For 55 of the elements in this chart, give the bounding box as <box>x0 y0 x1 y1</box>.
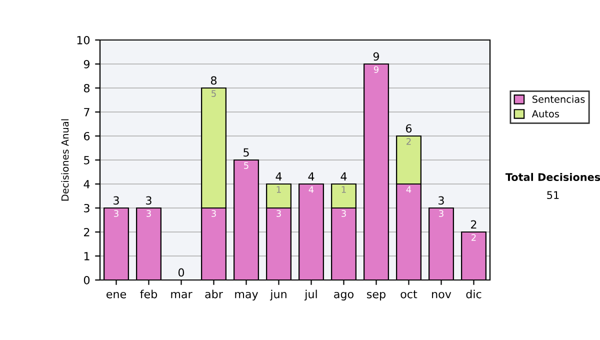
y-tick-label: 5 <box>84 156 90 164</box>
y-tick-label: 6 <box>84 132 90 140</box>
x-tick-label: oct <box>400 290 418 298</box>
data-label: 4 <box>308 186 314 193</box>
y-tick-label: 7 <box>84 108 90 116</box>
x-tick-label: sep <box>367 292 386 300</box>
x-tick-label: may <box>235 292 258 300</box>
data-label: 3 <box>439 210 444 217</box>
y-tick-label: 2 <box>84 228 90 236</box>
total-label: 6 <box>406 124 412 133</box>
x-tick-label: jun <box>270 290 286 300</box>
data-label: 1 <box>342 186 346 193</box>
data-label: 2 <box>472 234 476 241</box>
total-label: 8 <box>210 76 217 85</box>
x-tick-label: abr <box>205 290 223 298</box>
x-tick-label: dic <box>466 290 482 298</box>
y-tick-label: 8 <box>84 84 90 92</box>
y-tick-label: 3 <box>84 204 90 212</box>
total-label: 4 <box>308 172 314 180</box>
data-label: 1 <box>276 186 281 193</box>
y-tick-label: 1 <box>84 252 90 260</box>
y-tick-label: 0 <box>84 276 90 284</box>
text: Total Decisiones <box>505 172 600 182</box>
data-label: 3 <box>212 210 216 217</box>
total-label: 5 <box>244 148 249 157</box>
data-label: 4 <box>406 186 412 193</box>
data-label: 9 <box>374 66 378 73</box>
x-tick-label: nov <box>432 292 452 298</box>
data-label: 5 <box>244 162 248 169</box>
data-label: 3 <box>146 210 151 217</box>
data-label: 3 <box>276 210 281 217</box>
total-label: 4 <box>276 172 282 180</box>
x-tick-label: mar <box>171 292 192 298</box>
total-label: 9 <box>373 52 380 61</box>
y-tick-label: 10 <box>77 36 90 44</box>
data-label: 3 <box>114 210 118 217</box>
legend-label: Sentencias <box>532 95 585 103</box>
total-label: 3 <box>114 196 119 205</box>
total-label: 0 <box>178 268 184 277</box>
x-tick-label: ene <box>106 292 126 298</box>
total-label: 3 <box>438 196 444 205</box>
legend-label: Autos <box>532 110 560 118</box>
y-tick-label: 9 <box>84 60 90 68</box>
x-tick-label: feb <box>140 290 158 298</box>
y-axis-title: Decisiones Anual <box>61 119 69 201</box>
total-label: 3 <box>146 196 152 205</box>
data-label: 3 <box>342 210 346 217</box>
x-tick-label: ago <box>334 292 354 300</box>
data-label: 2 <box>406 138 411 145</box>
y-tick-label: 4 <box>84 180 90 188</box>
data-label: 5 <box>212 90 216 97</box>
total-label: 4 <box>340 172 347 180</box>
x-tick-label: jul <box>304 290 317 300</box>
total-label: 2 <box>471 220 476 228</box>
text: 51 <box>547 191 559 200</box>
